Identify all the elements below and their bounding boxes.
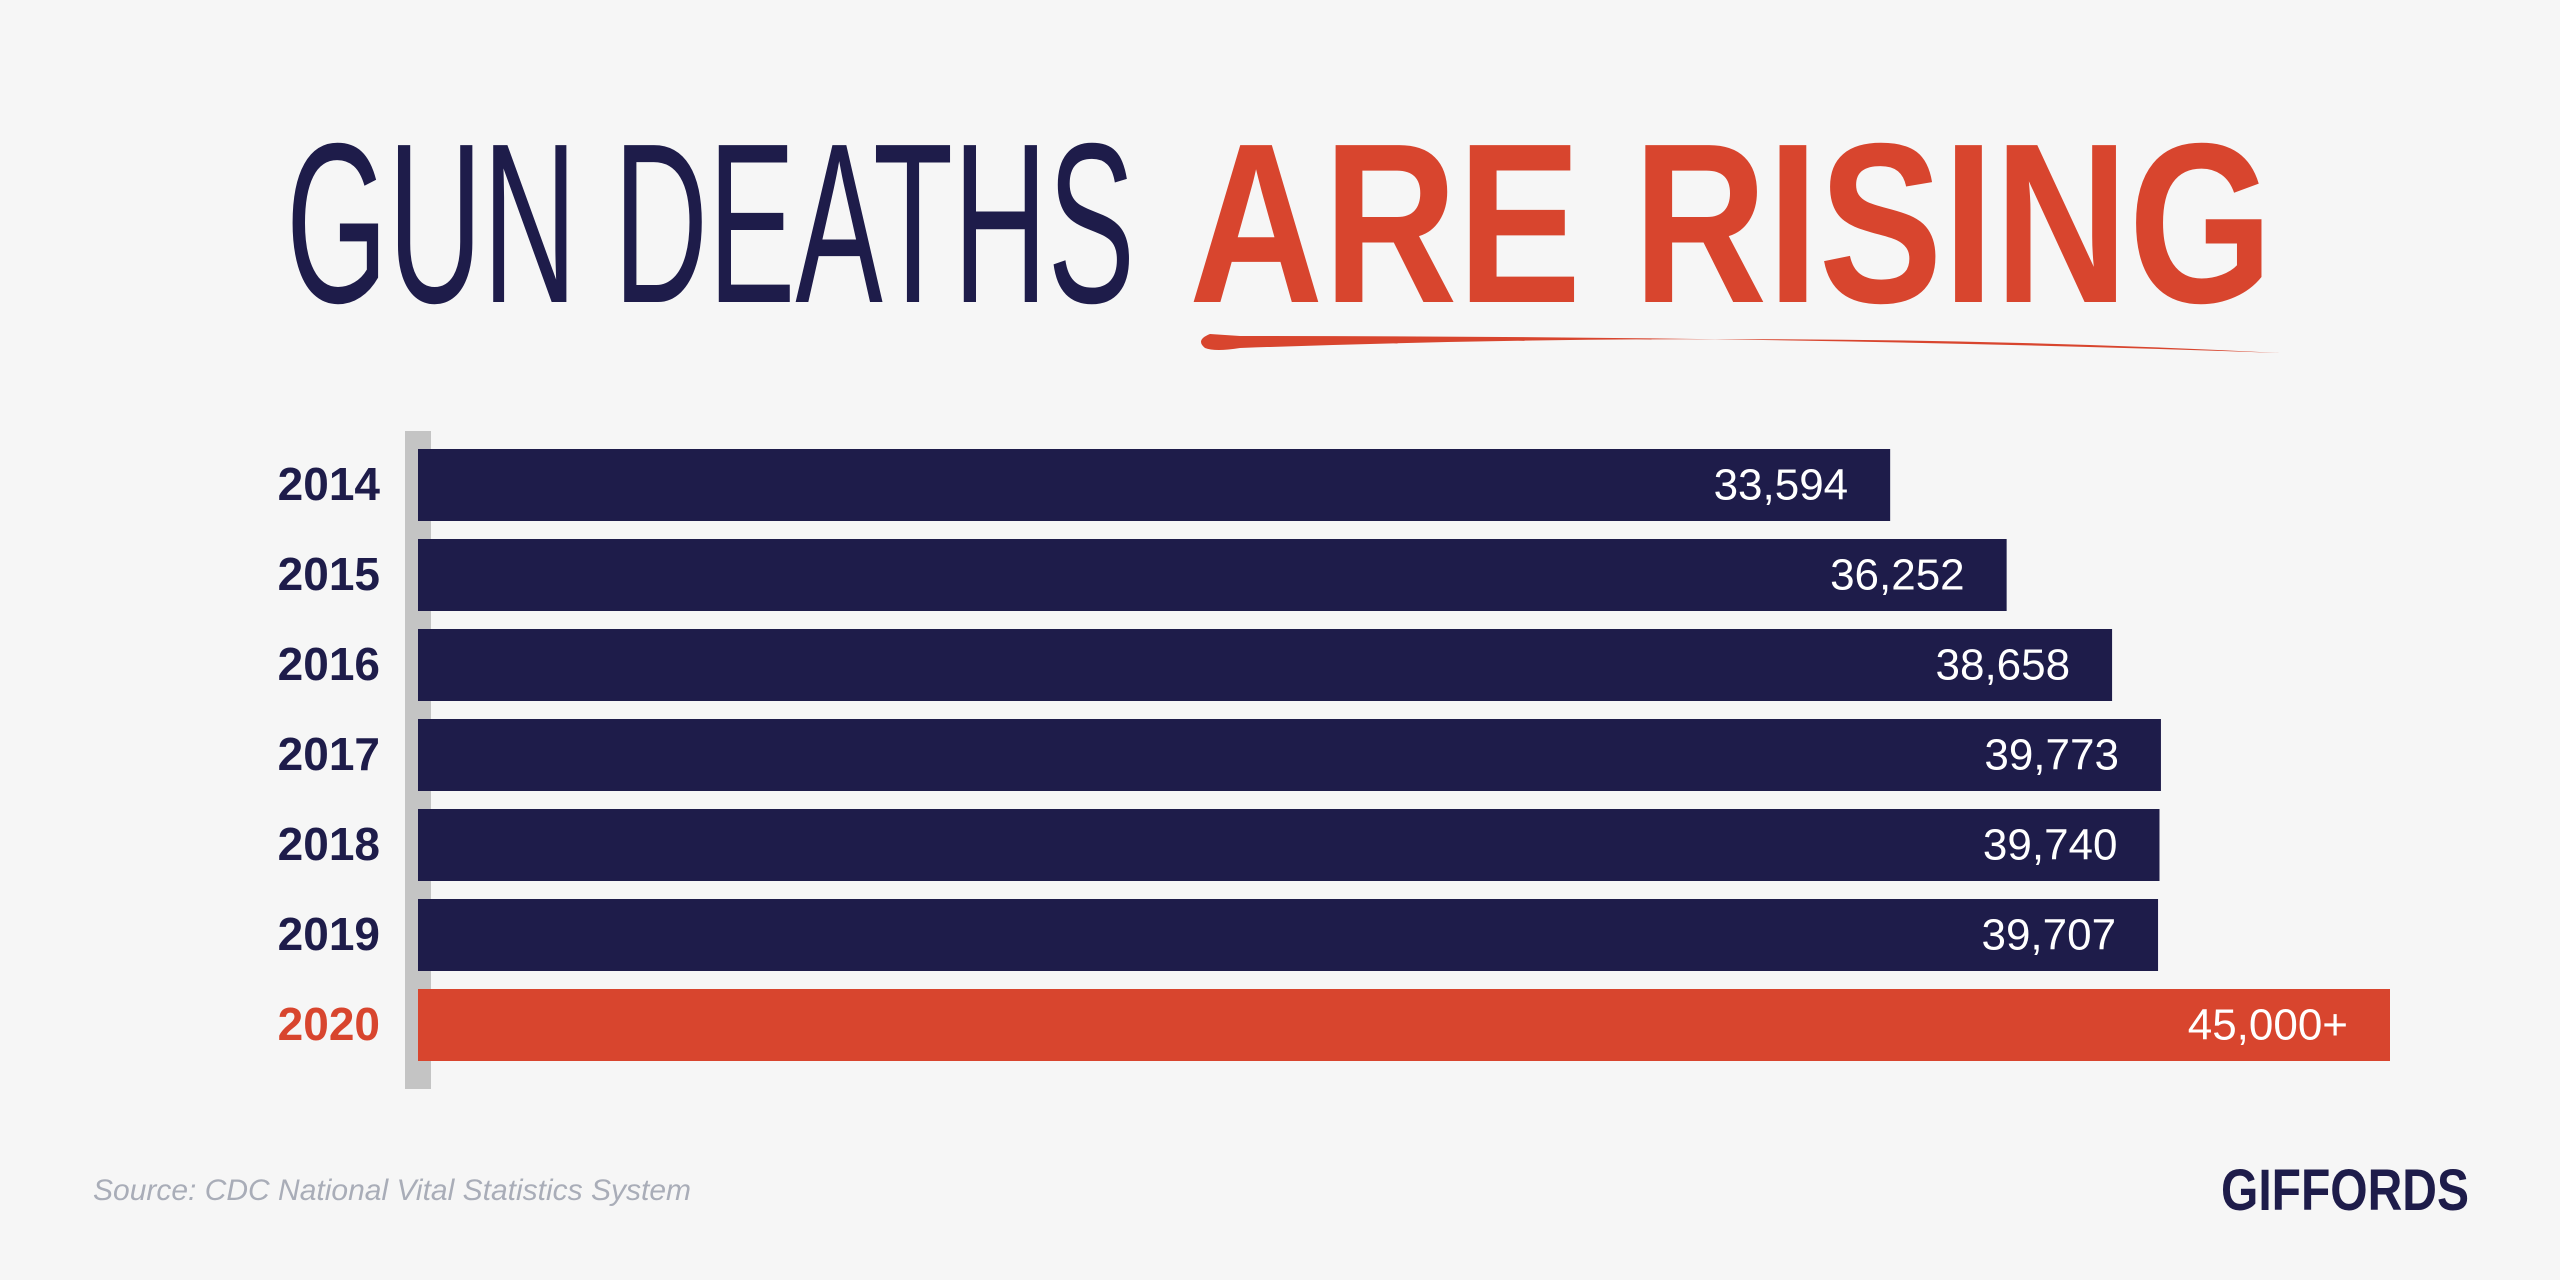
y-tick-label: 2016 xyxy=(278,638,380,690)
value-label: 36,252 xyxy=(1830,551,1965,600)
y-tick-label: 2017 xyxy=(278,728,380,780)
value-label: 39,740 xyxy=(1983,821,2118,870)
value-label: 45,000+ xyxy=(2188,1001,2348,1050)
y-tick-label: 2015 xyxy=(278,548,380,600)
chart-title-highlight: ARE RISING xyxy=(1189,97,2273,351)
bar xyxy=(418,899,2159,971)
y-tick-label: 2018 xyxy=(278,818,380,870)
y-tick-label: 2019 xyxy=(278,908,380,960)
value-label: 33,594 xyxy=(1714,461,1849,510)
y-tick-label: 2020 xyxy=(278,998,380,1050)
bar xyxy=(418,809,2160,881)
bar xyxy=(418,449,1891,521)
bar xyxy=(418,719,2161,791)
value-label: 39,773 xyxy=(1984,731,2119,780)
bar xyxy=(418,989,2390,1061)
source-note: Source: CDC National Vital Statistics Sy… xyxy=(93,1174,691,1207)
value-label: 39,707 xyxy=(1981,911,2116,960)
title-underline xyxy=(1201,334,2280,353)
bar xyxy=(418,539,2007,611)
logo: GIFFORDS xyxy=(2221,1158,2469,1223)
chart-title: GUN DEATHS xyxy=(286,97,1135,351)
y-tick-label: 2014 xyxy=(278,458,381,510)
value-label: 38,658 xyxy=(1936,641,2071,690)
bar xyxy=(418,629,2113,701)
